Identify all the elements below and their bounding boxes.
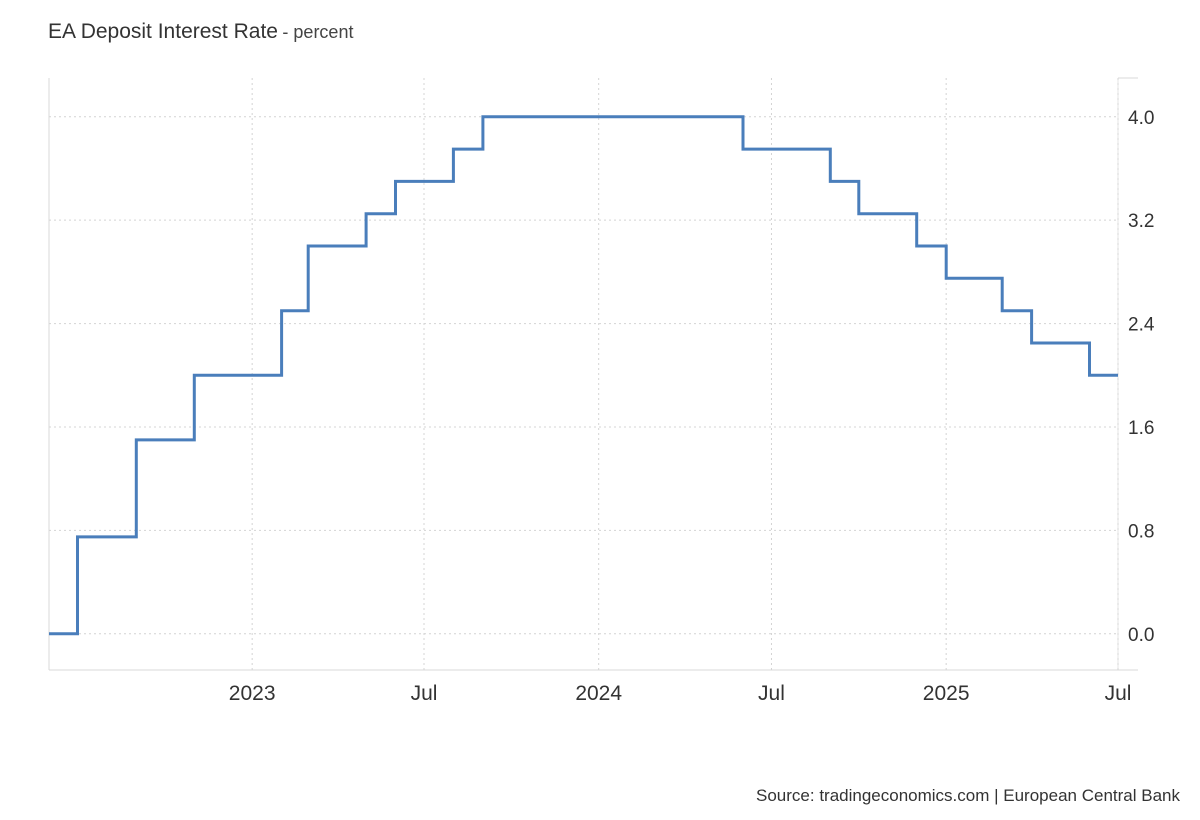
chart-title: EA Deposit Interest Rate - percent bbox=[48, 20, 353, 44]
x-tick-label: Jul bbox=[1105, 682, 1132, 705]
series-line bbox=[49, 115, 1118, 636]
y-tick-label: 0.8 bbox=[1128, 521, 1154, 542]
y-tick-label: 1.6 bbox=[1128, 418, 1154, 439]
y-tick-label: 4.0 bbox=[1128, 108, 1154, 129]
x-tick-label: 2023 bbox=[229, 682, 276, 705]
x-tick-label: 2025 bbox=[923, 682, 970, 705]
chart-unit-text: - percent bbox=[282, 22, 354, 42]
source-note: Source: tradingeconomics.com | European … bbox=[756, 786, 1180, 805]
y-tick-label: 2.4 bbox=[1128, 315, 1155, 336]
y-tick-label: 0.0 bbox=[1128, 625, 1154, 646]
y-tick-label: 3.2 bbox=[1128, 211, 1154, 232]
x-tick-label: 2024 bbox=[575, 682, 622, 705]
chart-title-text: EA Deposit Interest Rate bbox=[48, 20, 278, 43]
x-tick-label: Jul bbox=[758, 682, 785, 705]
x-tick-label: Jul bbox=[411, 682, 438, 705]
